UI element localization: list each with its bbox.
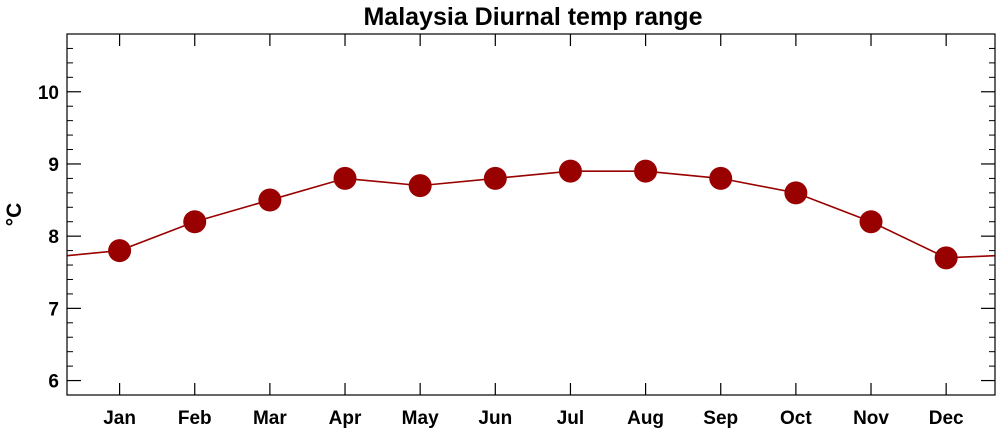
x-tick-label: Apr [329,408,362,429]
data-point-sep [709,166,733,190]
x-tick-label: Nov [853,408,889,429]
y-tick-label: 6 [48,372,59,393]
y-tick-label: 10 [38,83,59,104]
plot-frame [66,33,996,396]
data-point-jan [108,239,132,263]
data-point-may [408,174,432,198]
chart-title: Malaysia Diurnal temp range [363,3,702,31]
x-tick-label: Jan [103,408,136,429]
data-point-oct [784,181,808,205]
x-tick-label: May [402,408,439,429]
data-point-jul [558,159,582,183]
data-points [108,159,958,270]
data-point-apr [333,166,357,190]
tick-labels: 6 7 8 9 10 Jan Feb Mar Apr May Jun Jul Aug Sep Oct Nov D… [38,83,964,429]
x-tick-label: Dec [929,408,964,429]
series-line [66,170,996,259]
x-tick-label: Mar [253,408,287,429]
data-point-mar [258,188,282,212]
x-tick-label: Jun [478,408,512,429]
y-tick-label: 7 [48,299,59,320]
data-point-feb [183,210,207,234]
x-tick-label: Oct [780,408,812,429]
data-point-nov [859,210,883,234]
series-line-path [66,170,996,259]
y-tick-label: 8 [48,227,59,248]
axis-ticks [67,33,995,396]
y-axis-label: °C [3,203,26,227]
x-tick-label: Feb [178,408,212,429]
x-tick-label: Sep [703,408,738,429]
y-tick-label: 9 [48,155,59,176]
data-point-dec [934,246,958,270]
data-point-jun [483,166,507,190]
data-point-aug [634,159,658,183]
x-tick-label: Jul [557,408,584,429]
x-tick-label: Aug [627,408,664,429]
